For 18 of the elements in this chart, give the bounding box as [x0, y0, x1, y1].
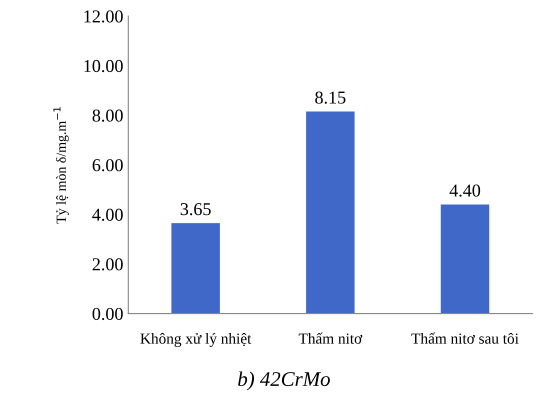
y-tick-label: 6.00	[92, 159, 123, 172]
y-tick-label: 10.00	[84, 60, 123, 72]
text: b) 42CrMo	[238, 371, 330, 390]
bar	[440, 204, 490, 314]
y-tick-label: 2.00	[92, 258, 123, 270]
x-tick-label: Thấm nitơ	[298, 332, 362, 344]
y-axis-title: Tỷ lệ mòn δ/mg.m$^{−1}$	[53, 107, 69, 224]
y-tick-label: 8.00	[92, 109, 123, 122]
x-tick-label: Thấm nitơ sau tôi	[411, 332, 519, 344]
y-tick-label: 0.00	[92, 308, 123, 320]
bar	[306, 112, 355, 314]
data-label: 8.15	[315, 92, 346, 104]
data-label: 4.40	[450, 184, 480, 197]
y-tick-label: 12.00	[84, 10, 123, 23]
data-label: 3.65	[180, 203, 211, 216]
bar	[171, 223, 220, 314]
y-tick-label: 4.00	[92, 208, 123, 221]
x-tick-label: Không xử lý nhiệt	[140, 333, 252, 347]
